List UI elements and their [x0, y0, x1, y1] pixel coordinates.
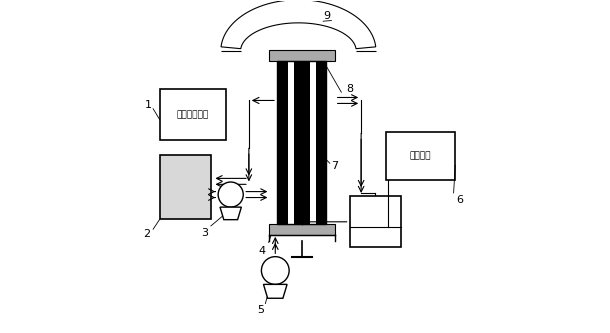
Text: 8: 8: [346, 84, 353, 94]
Circle shape: [262, 257, 289, 284]
Bar: [310, 62, 315, 224]
Text: 电导率仪: 电导率仪: [410, 151, 431, 160]
Bar: [294, 62, 310, 224]
Bar: [315, 62, 326, 224]
Polygon shape: [221, 0, 376, 49]
Text: 2: 2: [143, 229, 150, 239]
Bar: [160, 155, 211, 219]
Circle shape: [218, 182, 243, 207]
Text: 9: 9: [323, 11, 330, 21]
Text: 直流稳压电源: 直流稳压电源: [177, 110, 209, 119]
Bar: [268, 224, 335, 235]
Text: 1: 1: [145, 101, 152, 111]
Polygon shape: [264, 284, 287, 298]
Bar: [277, 62, 288, 224]
Text: 3: 3: [201, 227, 208, 237]
Polygon shape: [220, 207, 242, 220]
Text: 5: 5: [257, 305, 264, 315]
Bar: [277, 62, 326, 224]
Bar: [160, 89, 226, 140]
Bar: [350, 196, 401, 247]
Bar: [288, 62, 294, 224]
Text: 6: 6: [457, 194, 464, 204]
Text: 4: 4: [259, 246, 265, 256]
Bar: [268, 50, 335, 62]
Bar: [386, 132, 455, 180]
Text: 7: 7: [331, 162, 339, 171]
